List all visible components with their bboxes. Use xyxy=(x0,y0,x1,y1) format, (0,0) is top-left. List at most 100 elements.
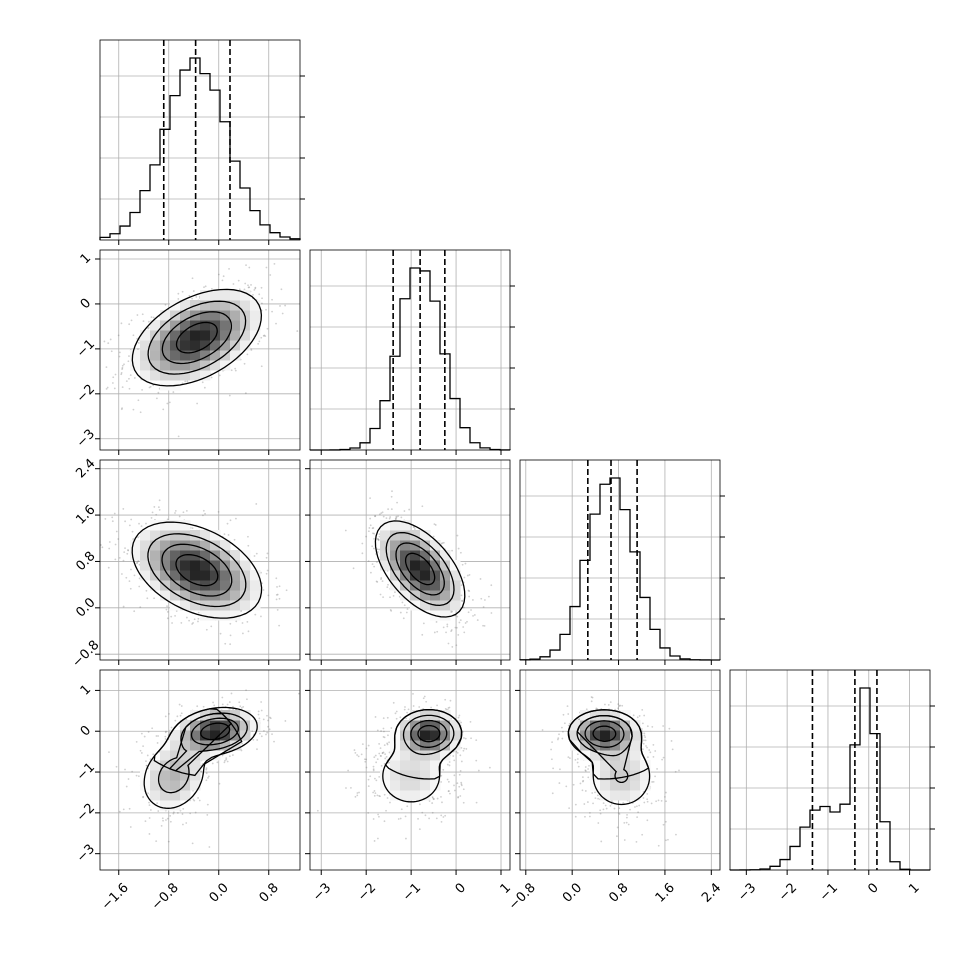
scatter-point xyxy=(662,725,665,727)
scatter-point xyxy=(583,803,586,805)
scatter-point xyxy=(412,705,415,707)
scatter-point xyxy=(442,626,445,629)
density-cell xyxy=(160,550,171,561)
scatter-point xyxy=(458,714,461,717)
y-tick-label: 1.6 xyxy=(73,502,98,527)
scatter-point xyxy=(449,699,452,702)
density-cell xyxy=(220,340,231,351)
scatter-point xyxy=(392,701,395,704)
scatter-point xyxy=(377,539,380,542)
density-cell xyxy=(450,740,461,751)
scatter-point xyxy=(422,622,425,625)
scatter-point xyxy=(385,517,388,520)
scatter-point xyxy=(609,701,612,704)
scatter-point xyxy=(150,517,153,519)
scatter-point xyxy=(371,563,374,566)
scatter-point xyxy=(225,758,228,761)
scatter-point xyxy=(193,799,196,802)
histogram-step-line xyxy=(99,57,301,240)
scatter-point xyxy=(304,268,306,270)
scatter-point xyxy=(137,399,140,402)
scatter-point xyxy=(572,783,575,786)
density-cell xyxy=(180,300,191,311)
density-cell xyxy=(440,600,451,611)
scatter-point xyxy=(458,785,461,788)
density-cell xyxy=(440,740,451,751)
scatter-point xyxy=(280,288,283,291)
scatter-point xyxy=(450,629,453,631)
panel-frame xyxy=(519,459,721,661)
scatter-point xyxy=(558,782,561,784)
scatter-point xyxy=(381,751,384,754)
scatter-point xyxy=(406,805,409,808)
scatter-point xyxy=(373,565,376,568)
scatter-point xyxy=(376,538,379,540)
density-cell xyxy=(410,550,421,561)
scatter-point xyxy=(607,704,610,706)
scatter-point xyxy=(140,732,143,735)
scatter-point xyxy=(479,578,482,580)
density-cell xyxy=(160,580,171,591)
density-cell xyxy=(190,760,201,771)
density-cell xyxy=(210,580,221,591)
scatter-point xyxy=(166,617,169,620)
contour-line xyxy=(382,708,463,803)
scatter-point xyxy=(464,562,467,565)
scatter-point xyxy=(114,373,117,376)
density-cell xyxy=(200,570,211,581)
scatter-point xyxy=(271,662,273,664)
scatter-point xyxy=(433,631,436,634)
density-cell xyxy=(190,590,201,601)
density-cell xyxy=(190,710,201,721)
scatter-point xyxy=(122,808,125,811)
scatter-point xyxy=(456,534,459,537)
scatter-point xyxy=(263,334,266,337)
scatter-point xyxy=(432,535,435,538)
density-cell xyxy=(150,370,161,381)
density-cell xyxy=(230,330,241,341)
scatter-point xyxy=(165,608,168,611)
scatter-point xyxy=(468,590,471,592)
density-cell xyxy=(190,780,201,791)
scatter-point xyxy=(254,613,257,616)
scatter-point xyxy=(111,520,114,523)
scatter-point xyxy=(371,545,374,548)
scatter-point xyxy=(459,551,462,554)
scatter-point xyxy=(380,512,383,515)
scatter-point xyxy=(552,767,555,770)
scatter-point xyxy=(100,544,102,546)
scatter-point xyxy=(381,580,384,583)
scatter-point xyxy=(568,757,571,760)
scatter-point xyxy=(110,350,113,353)
density-cell xyxy=(160,320,171,331)
y-tick-label: −1 xyxy=(74,760,98,784)
scatter-point xyxy=(172,812,175,815)
scatter-point xyxy=(434,524,437,526)
scatter-point xyxy=(118,810,121,813)
scatter-point xyxy=(239,705,242,708)
scatter-point xyxy=(191,623,193,625)
scatter-point xyxy=(125,785,128,788)
density-cell xyxy=(220,290,231,301)
scatter-point xyxy=(423,695,426,698)
scatter-point xyxy=(399,817,402,820)
scatter-point xyxy=(131,770,134,773)
scatter-point xyxy=(248,286,251,289)
scatter-point xyxy=(142,796,144,799)
scatter-point xyxy=(237,279,240,282)
density-cell xyxy=(400,560,411,571)
scatter-point xyxy=(203,286,205,289)
scatter-point xyxy=(387,734,389,737)
scatter-point xyxy=(240,749,243,752)
scatter-point xyxy=(172,811,175,814)
density-cell xyxy=(220,570,231,581)
scatter-point xyxy=(137,560,140,563)
density-cell xyxy=(150,320,161,331)
scatter-point xyxy=(467,611,470,614)
scatter-point xyxy=(90,583,92,585)
contour-line xyxy=(168,712,248,772)
scatter-point xyxy=(164,731,167,734)
scatter-point xyxy=(204,285,207,288)
scatter-point xyxy=(207,775,210,778)
